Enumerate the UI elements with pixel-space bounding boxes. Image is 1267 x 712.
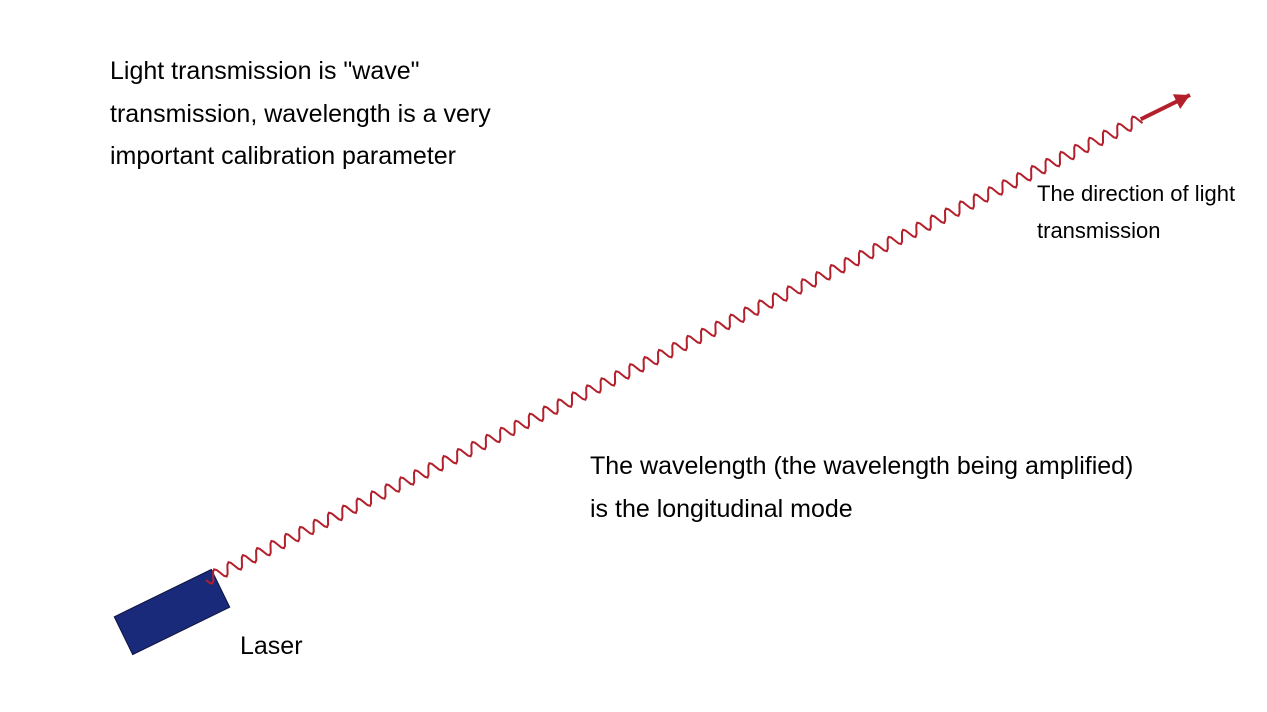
- direction-arrow-icon: [1141, 94, 1190, 119]
- diagram-stage: Light transmission is "wave" transmissio…: [0, 0, 1267, 712]
- light-wave: [206, 117, 1143, 584]
- beam-diagram-svg: [0, 0, 1267, 712]
